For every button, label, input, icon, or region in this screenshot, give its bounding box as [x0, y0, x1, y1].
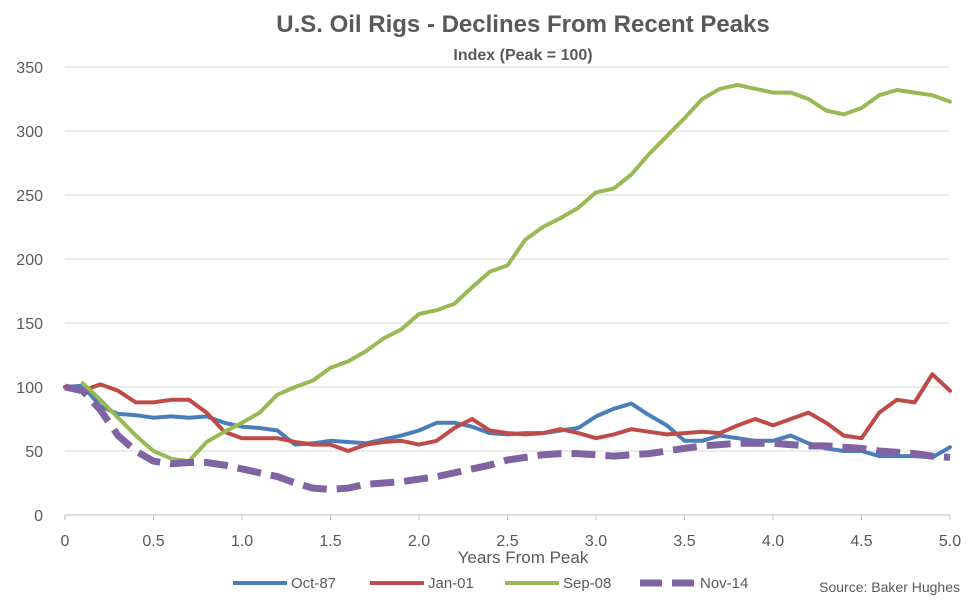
y-tick-label: 350 [16, 60, 43, 77]
y-tick-label: 0 [34, 508, 43, 525]
gridlines [65, 66, 950, 452]
series-line-sep-08 [80, 82, 952, 464]
series-line-jan-01 [63, 372, 952, 453]
x-tick-label: 5.0 [939, 533, 961, 550]
y-tick-label: 50 [25, 444, 43, 461]
x-tick-label: 3.0 [585, 533, 607, 550]
legend-label: Jan-01 [428, 575, 474, 592]
x-tick-label: 3.5 [673, 533, 695, 550]
y-tick-label: 100 [16, 380, 43, 397]
y-tick-label: 150 [16, 316, 43, 333]
legend-label: Nov-14 [700, 575, 748, 592]
x-tick-label: 0 [61, 533, 70, 550]
x-tick-label: 1.5 [319, 533, 341, 550]
source-note: Source: Baker Hughes [819, 579, 960, 595]
y-tick-label: 250 [16, 188, 43, 205]
legend: Oct-87 Jan-01 Sep-08 Nov-14 [233, 575, 748, 592]
series-line-nov-14 [64, 383, 951, 493]
legend-label: Sep-08 [563, 575, 611, 592]
x-tick-label: 2.5 [496, 533, 518, 550]
chart-subtitle: Index (Peak = 100) [453, 47, 592, 64]
axes: 0 50 100 150 200 250 300 350 0 0.5 1.0 1.5 2.0 2.5 3.0… [16, 60, 961, 550]
y-tick-label: 300 [16, 124, 43, 141]
x-tick-label: 2.0 [408, 533, 430, 550]
x-axis-title: Years From Peak [458, 548, 589, 567]
x-tick-label: 4.0 [762, 533, 784, 550]
y-tick-label: 200 [16, 252, 43, 269]
x-tick-label: 1.0 [231, 533, 253, 550]
x-tick-label: 0.5 [142, 533, 164, 550]
x-tick-label: 4.5 [850, 533, 872, 550]
chart-title: U.S. Oil Rigs - Declines From Recent Pea… [276, 11, 770, 38]
legend-label: Oct-87 [291, 575, 336, 592]
series-lines [63, 82, 952, 493]
